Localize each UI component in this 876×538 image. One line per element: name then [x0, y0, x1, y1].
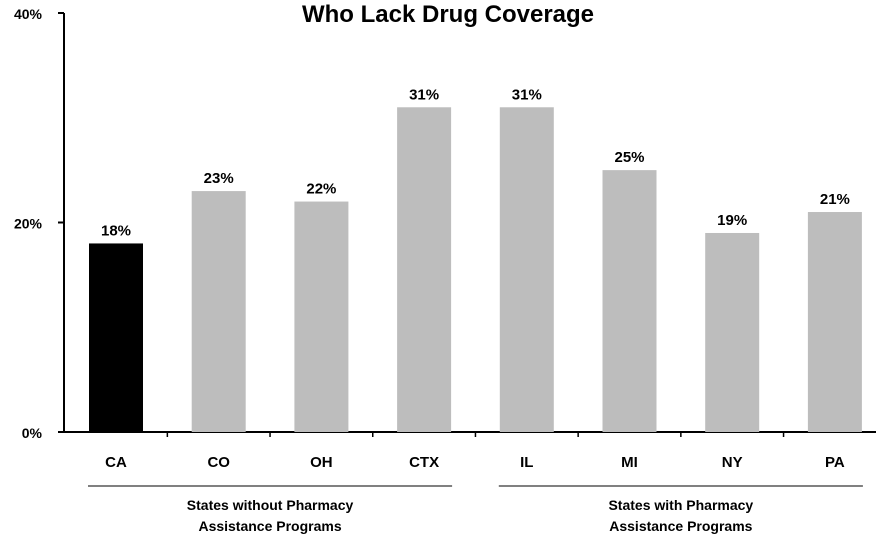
category-label: IL: [520, 454, 533, 471]
y-tick-label: 40%: [14, 6, 43, 22]
data-label: 19%: [717, 212, 747, 229]
bar: [89, 243, 143, 432]
category-label: PA: [825, 454, 845, 471]
category-label: MI: [621, 454, 638, 471]
plot-area: 0% 20% 40% 18% CA 23% CO 22% OH 31% CTX 31% IL 25% MI 1…: [14, 6, 876, 534]
bar: [807, 212, 862, 432]
group-label: States with Pharmacy: [608, 497, 753, 513]
category-label: CTX: [409, 454, 439, 471]
data-label: 23%: [204, 170, 234, 187]
y-tick-label: 20%: [14, 216, 43, 232]
data-label: 31%: [409, 86, 439, 103]
data-label: 18%: [101, 222, 131, 239]
y-tick-label: 0%: [22, 425, 43, 441]
category-label: NY: [722, 454, 743, 471]
bar: [294, 201, 349, 432]
data-label: 25%: [614, 149, 644, 166]
chart-title: Who Lack Drug Coverage: [302, 1, 594, 28]
category-label: CO: [207, 454, 230, 471]
group-label: Assistance Programs: [609, 518, 752, 534]
bar: [191, 191, 246, 432]
group-label: States without Pharmacy: [187, 497, 354, 513]
bar: [499, 107, 554, 433]
bar: [705, 232, 760, 432]
category-label: OH: [310, 454, 333, 471]
data-label: 31%: [512, 86, 542, 103]
data-label: 21%: [820, 191, 850, 208]
bar: [602, 170, 657, 432]
category-label: CA: [105, 454, 127, 471]
bar: [397, 107, 452, 433]
group-label: Assistance Programs: [198, 518, 341, 534]
data-label: 22%: [306, 181, 336, 198]
